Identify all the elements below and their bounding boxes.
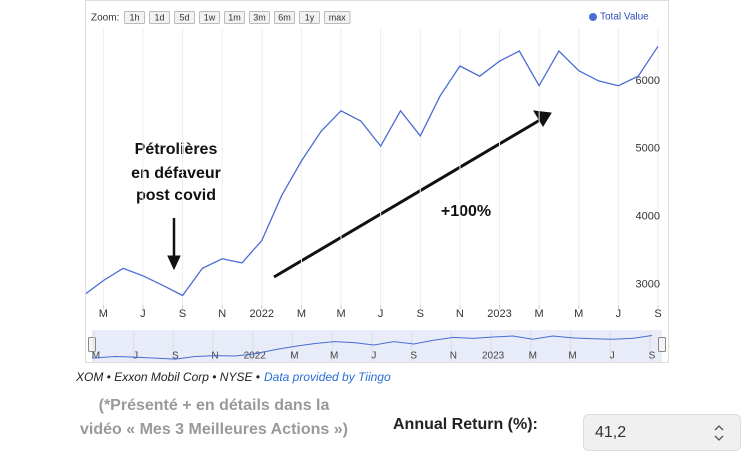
navigator-tick-label: M [330, 351, 338, 362]
x-tick-label: 2023 [487, 308, 511, 320]
zoom-button-label: 5d [179, 12, 189, 22]
zoom-label: Zoom: [91, 13, 119, 24]
zoom-button-label: 1d [154, 12, 164, 22]
zoom-button[interactable] [149, 11, 170, 24]
navigator-tick-label: J [371, 351, 376, 362]
footer-link[interactable]: Data provided by Tiingo [264, 370, 391, 384]
note: vidéo « Mes 3 Meilleures Actions ») [80, 421, 348, 438]
zoom-button[interactable] [249, 11, 270, 24]
x-tick-label: 2022 [250, 308, 274, 320]
navigator-tick-label: S [649, 351, 656, 362]
x-tick-label: S [654, 308, 661, 320]
navigator-tick-label: J [610, 351, 615, 362]
y-tick-label: 6000 [636, 75, 660, 87]
navigator-line [92, 335, 653, 360]
zoom-button-label: 1y [305, 12, 315, 22]
zoom-button-label: 1m [228, 12, 241, 22]
navigator-tick-label: M [529, 351, 537, 362]
navigator-tick-label: J [133, 351, 138, 362]
x-tick-label: M [574, 308, 583, 320]
navigator-tick-label: S [172, 351, 179, 362]
arrows [167, 110, 552, 279]
navigator-tick-label: M [290, 351, 298, 362]
x-tick-label: J [616, 308, 622, 320]
navigator-mask [92, 330, 662, 362]
y-tick-label: 4000 [636, 211, 660, 223]
zoom-button-label: 3m [253, 12, 266, 22]
x-tick-label: N [218, 308, 226, 320]
annotation: +100% [441, 203, 491, 220]
footer: XOM • Exxon Mobil Corp • NYSE • Data prov… [75, 370, 391, 384]
series-line [86, 45, 659, 297]
return-label: Annual Return (%): [393, 416, 538, 433]
zoom-button[interactable] [299, 11, 320, 24]
zoom-button-label: max [329, 12, 347, 22]
select-chevrons [714, 425, 724, 441]
x-tick-label: N [456, 308, 464, 320]
zoom-button[interactable] [324, 11, 351, 24]
legend-label[interactable]: Total Value [600, 12, 649, 23]
x-tick-label: J [140, 308, 146, 320]
zoom-button[interactable] [274, 11, 295, 24]
legend-marker [589, 13, 597, 21]
y-tick-label: 5000 [636, 143, 660, 155]
annotation: post covid [136, 187, 216, 204]
x-tick-label: S [417, 308, 424, 320]
navigator-tick-label: M [92, 351, 100, 362]
footer-source: XOM • Exxon Mobil Corp • NYSE • [75, 370, 260, 384]
zoom-button[interactable] [174, 11, 195, 24]
x-tick-label: M [297, 308, 306, 320]
note: (*Présenté + en détails dans la [99, 397, 330, 414]
navigator-tick-label: M [568, 351, 576, 362]
navigator-tick-label: N [211, 351, 218, 362]
annotation: Pétrolières [135, 141, 218, 158]
zoom-button-label: 1w [204, 12, 216, 22]
navigator-tick-label: N [450, 351, 457, 362]
x-tick-label: M [99, 308, 108, 320]
navigator-tick-label: S [410, 351, 417, 362]
zoom-button-label: 6m [278, 12, 291, 22]
x-tick-label: J [378, 308, 384, 320]
navigator-tick-label: 2023 [482, 351, 505, 362]
y-tick-label: 3000 [636, 279, 660, 291]
navigator-tick-label: 2022 [244, 351, 267, 362]
x-tick-label: M [336, 308, 345, 320]
return-select[interactable] [583, 414, 741, 451]
zoom-button-label: 1h [129, 12, 139, 22]
x-tick-label: M [535, 308, 544, 320]
return-value: 41,2 [595, 424, 626, 441]
zoom-button[interactable] [199, 11, 220, 24]
zoom-button[interactable] [124, 11, 145, 24]
annotation: en défaveur [131, 165, 221, 182]
zoom-button[interactable] [224, 11, 245, 24]
x-tick-label: S [179, 308, 186, 320]
